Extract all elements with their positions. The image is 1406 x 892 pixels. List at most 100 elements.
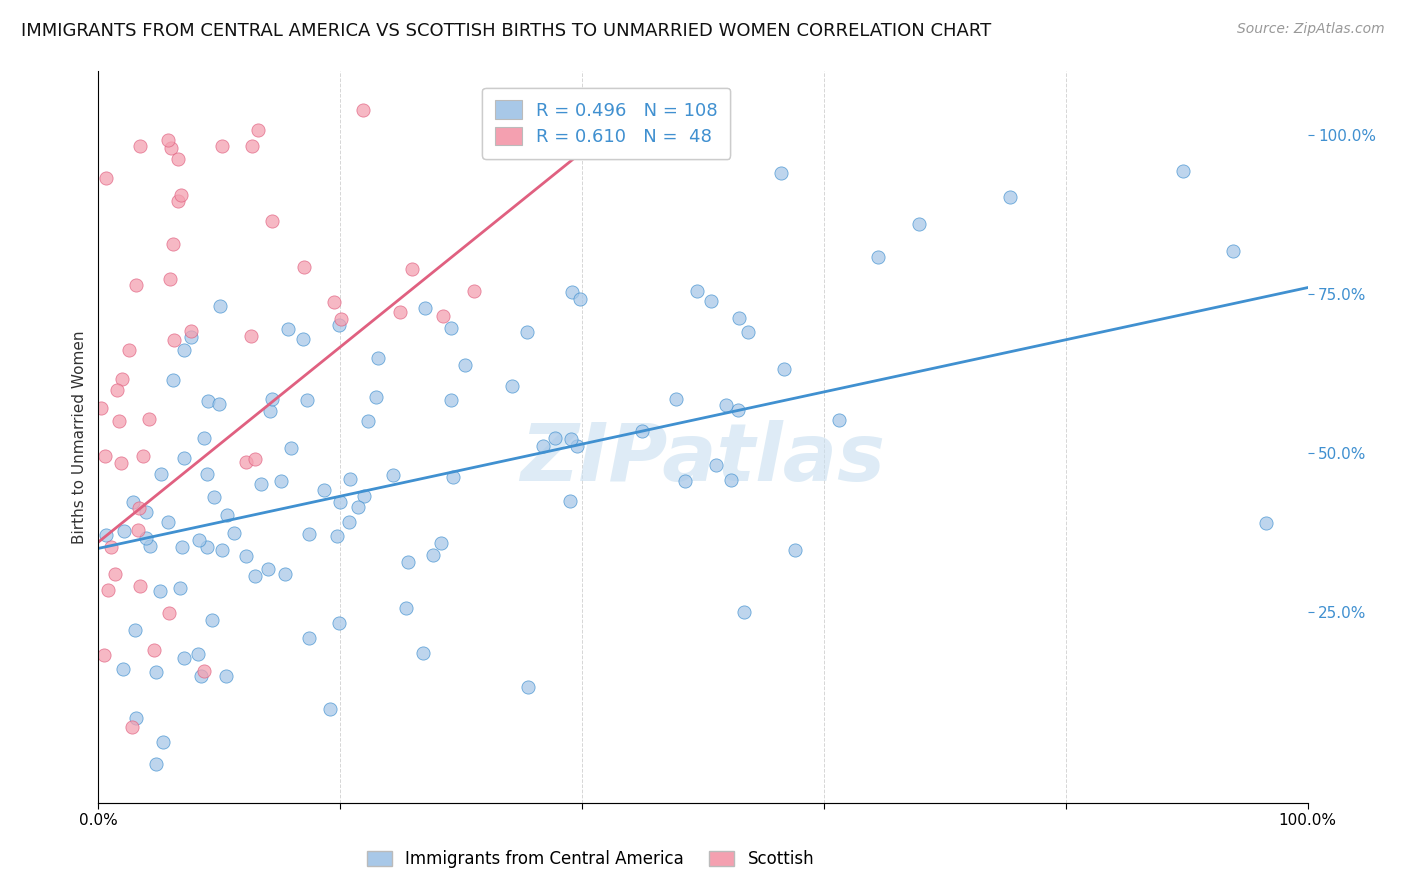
Point	[440, 321, 463, 335]
Point	[112, 524, 135, 538]
Point	[94, 528, 117, 542]
Point	[170, 187, 193, 202]
Point	[118, 343, 141, 357]
Point	[720, 473, 742, 487]
Point	[149, 467, 172, 482]
Point	[250, 476, 273, 491]
Point	[215, 508, 238, 522]
Point	[166, 152, 188, 166]
Point	[728, 310, 751, 325]
Point	[280, 442, 302, 456]
Point	[429, 536, 451, 550]
Point	[516, 325, 538, 339]
Point	[243, 452, 266, 467]
Point	[326, 528, 349, 542]
Point	[211, 139, 233, 153]
Point	[124, 624, 146, 638]
Point	[180, 325, 202, 339]
Point	[172, 540, 194, 554]
Point	[246, 123, 269, 137]
Point	[163, 333, 186, 347]
Point	[322, 295, 344, 310]
Point	[773, 361, 796, 376]
Point	[866, 250, 889, 264]
Point	[463, 284, 485, 298]
Point	[270, 474, 292, 488]
Point	[193, 431, 215, 445]
Point	[240, 139, 263, 153]
Point	[152, 735, 174, 749]
Point	[188, 533, 211, 547]
Point	[441, 470, 464, 484]
Point	[105, 384, 128, 398]
Point	[197, 394, 219, 409]
Point	[395, 601, 418, 615]
Point	[501, 379, 523, 393]
Point	[127, 523, 149, 537]
Point	[733, 605, 755, 619]
Point	[93, 648, 115, 663]
Text: ZIPatlas: ZIPatlas	[520, 420, 886, 498]
Point	[135, 505, 157, 519]
Point	[699, 293, 721, 308]
Point	[149, 583, 172, 598]
Point	[665, 392, 688, 406]
Point	[208, 299, 231, 313]
Point	[319, 702, 342, 716]
Point	[157, 606, 180, 620]
Point	[783, 542, 806, 557]
Point	[337, 515, 360, 529]
Point	[312, 483, 335, 498]
Point	[215, 669, 238, 683]
Point	[180, 330, 202, 344]
Point	[90, 401, 112, 416]
Point	[112, 662, 135, 676]
Point	[367, 351, 389, 366]
Point	[128, 579, 150, 593]
Point	[108, 415, 131, 429]
Point	[195, 467, 218, 482]
Point	[295, 392, 318, 407]
Point	[97, 583, 120, 598]
Point	[561, 285, 583, 300]
Point	[167, 194, 190, 208]
Point	[195, 540, 218, 554]
Point	[339, 472, 361, 486]
Point	[1000, 190, 1022, 204]
Point	[256, 562, 278, 576]
Point	[630, 424, 652, 438]
Point	[222, 525, 245, 540]
Point	[173, 450, 195, 465]
Point	[352, 103, 374, 117]
Point	[262, 214, 284, 228]
Point	[202, 490, 225, 504]
Point	[211, 543, 233, 558]
Point	[143, 643, 166, 657]
Point	[259, 404, 281, 418]
Point	[298, 526, 321, 541]
Point	[138, 412, 160, 426]
Point	[156, 133, 179, 147]
Point	[413, 301, 436, 315]
Point	[121, 495, 143, 509]
Point	[292, 260, 315, 274]
Point	[401, 262, 423, 277]
Point	[1171, 164, 1194, 178]
Point	[382, 468, 405, 483]
Point	[569, 292, 592, 306]
Point	[291, 332, 314, 346]
Point	[239, 329, 262, 343]
Point	[139, 539, 162, 553]
Point	[329, 495, 352, 509]
Text: IMMIGRANTS FROM CENTRAL AMERICA VS SCOTTISH BIRTHS TO UNMARRIED WOMEN CORRELATIO: IMMIGRANTS FROM CENTRAL AMERICA VS SCOTT…	[21, 22, 991, 40]
Point	[111, 371, 134, 385]
Point	[716, 398, 738, 412]
Point	[160, 141, 183, 155]
Point	[396, 556, 419, 570]
Point	[364, 390, 387, 404]
Point	[546, 96, 568, 111]
Point	[145, 756, 167, 771]
Point	[159, 271, 181, 285]
Point	[187, 647, 209, 661]
Point	[145, 665, 167, 680]
